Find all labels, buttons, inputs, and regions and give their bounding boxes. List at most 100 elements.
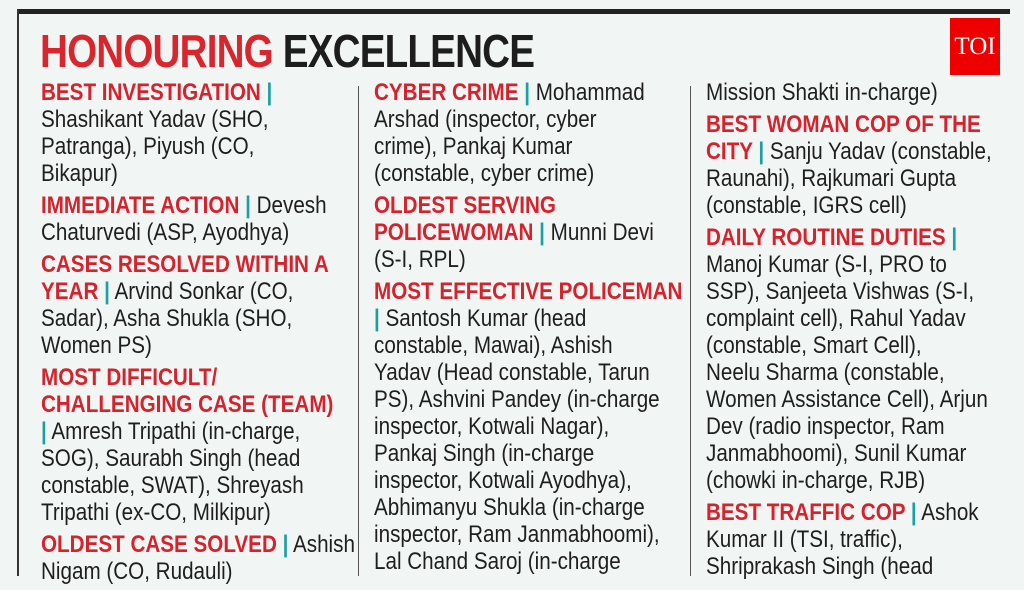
- awardee-text: Patranga), Piyush (CO,: [41, 133, 255, 160]
- awardee-text: SSP), Sanjeeta Vishwas (S-I,: [706, 278, 975, 305]
- award-heading: OLDEST CASE SOLVED: [41, 531, 277, 558]
- text-line: Janmabhoomi), Sunil Kumar: [706, 440, 992, 467]
- text-line: inspector, Kotwali Nagar),: [374, 413, 682, 440]
- awardee-text: Lal Chand Saroj (in-charge: [374, 548, 621, 575]
- awardee-text: Women PS): [41, 332, 152, 359]
- award-heading: CYBER CRIME: [374, 79, 519, 106]
- column-divider: [690, 86, 691, 576]
- column-divider: [358, 86, 359, 576]
- awardee-text: (S-I, RPL): [374, 246, 466, 273]
- text-line: CHALLENGING CASE (TEAM): [41, 391, 355, 418]
- separator-pipe: |: [239, 192, 251, 219]
- award-heading: BEST TRAFFIC COP: [706, 499, 906, 526]
- awardee-text: constable, Mawai), Ashish: [374, 332, 613, 359]
- awardee-text: Tripathi (ex-CO, Milkipur): [41, 499, 271, 526]
- left-rule: [17, 9, 19, 576]
- award-section: DAILY ROUTINE DUTIES | Manoj Kumar (S-I, …: [706, 224, 1024, 494]
- awardee-text: inspector, Kotwali Nagar),: [374, 413, 610, 440]
- awardee-text: constable, SWAT), Shreyash: [41, 472, 304, 499]
- award-heading: MOST DIFFICULT/: [41, 364, 218, 391]
- awardee-text: Pankaj Singh (in-charge: [374, 440, 595, 467]
- awardee-text: (constable, Smart Cell),: [706, 332, 922, 359]
- text-line: Manoj Kumar (S-I, PRO to: [706, 251, 992, 278]
- separator-pipe: |: [41, 418, 47, 445]
- text-line: constable, Mawai), Ashish: [374, 332, 682, 359]
- awardee-text: Dev (radio inspector, Ram: [706, 413, 945, 440]
- text-line: MOST DIFFICULT/: [41, 364, 355, 391]
- award-section: BEST INVESTIGATION | Shashikant Yadav (SH…: [41, 79, 406, 187]
- text-line: complaint cell), Rahul Yadav: [706, 305, 992, 332]
- text-line: constable, SWAT), Shreyash: [41, 472, 355, 499]
- award-section: CASES RESOLVED WITHIN A YEAR | Arvind Son…: [41, 251, 406, 359]
- award-heading: MOST EFFECTIVE POLICEMAN: [374, 278, 683, 305]
- text-line: Shashikant Yadav (SHO,: [41, 106, 355, 133]
- text-line: Sadar), Asha Shukla (SHO,: [41, 305, 355, 332]
- text-line: BEST WOMAN COP OF THE: [706, 111, 992, 138]
- text-line: BEST INVESTIGATION |: [41, 79, 355, 106]
- separator-pipe: |: [276, 531, 289, 558]
- text-line: SOG), Saurabh Singh (head: [41, 445, 355, 472]
- award-heading: BEST INVESTIGATION: [41, 79, 261, 106]
- text-line: OLDEST SERVING: [374, 192, 682, 219]
- award-section: Mission Shakti in-charge): [706, 79, 1024, 106]
- text-line: | Amresh Tripathi (in-charge,: [41, 418, 355, 445]
- awardee-text: Santosh Kumar (head: [379, 305, 587, 332]
- text-line: Patranga), Piyush (CO,: [41, 133, 355, 160]
- text-line: Bikapur): [41, 160, 355, 187]
- awardee-text: Janmabhoomi), Sunil Kumar: [706, 440, 967, 467]
- separator-pipe: |: [945, 224, 958, 251]
- awardee-text: Devesh: [250, 192, 327, 219]
- text-line: (constable, Smart Cell),: [706, 332, 992, 359]
- text-line: CYBER CRIME | Mohammad: [374, 79, 682, 106]
- separator-pipe: |: [260, 79, 273, 106]
- awardee-text: Ashish: [288, 531, 355, 558]
- awardee-text: Munni Devi: [544, 219, 654, 246]
- text-line: Lal Chand Saroj (in-charge: [374, 548, 682, 575]
- awardee-text: Sadar), Asha Shukla (SHO,: [41, 305, 293, 332]
- separator-pipe: |: [374, 305, 380, 332]
- awardee-text: Mission Shakti in-charge): [706, 79, 938, 106]
- text-line: Abhimanyu Shukla (in-charge: [374, 494, 682, 521]
- text-line: MOST EFFECTIVE POLICEMAN: [374, 278, 682, 305]
- award-section: BEST TRAFFIC COP | Ashok Kumar II (TSI, t…: [706, 499, 1024, 580]
- column-1: BEST INVESTIGATION | Shashikant Yadav (SH…: [41, 79, 406, 590]
- awardee-text: crime), Pankaj Kumar: [374, 133, 573, 160]
- award-section: CYBER CRIME | Mohammad Arshad (inspector,…: [374, 79, 733, 187]
- column-3: Mission Shakti in-charge) BEST WOMAN COP …: [706, 79, 1024, 585]
- separator-pipe: |: [533, 219, 545, 246]
- awardee-text: Ashok: [916, 499, 979, 526]
- separator-pipe: |: [905, 499, 917, 526]
- awardee-text: Women Assistance Cell), Arjun: [706, 386, 988, 413]
- text-line: Raunahi), Rajkumari Gupta: [706, 165, 992, 192]
- text-line: Tripathi (ex-CO, Milkipur): [41, 499, 355, 526]
- text-line: Nigam (CO, Rudauli): [41, 558, 355, 585]
- title-black: EXCELLENCE: [282, 25, 535, 77]
- awardee-text: Sanju Yadav (constable,: [764, 138, 992, 165]
- awardee-text: PS), Ashvini Pandey (in-charge: [374, 386, 660, 413]
- text-line: IMMEDIATE ACTION | Devesh: [41, 192, 355, 219]
- text-line: Yadav (Head constable, Tarun: [374, 359, 682, 386]
- text-line: POLICEWOMAN | Munni Devi: [374, 219, 682, 246]
- awardee-text: Abhimanyu Shukla (in-charge: [374, 494, 645, 521]
- text-line: Pankaj Singh (in-charge: [374, 440, 682, 467]
- awardee-text: Neelu Sharma (constable,: [706, 359, 945, 386]
- awardee-text: inspector, Ram Janmabhoomi),: [374, 521, 660, 548]
- text-line: Women PS): [41, 332, 355, 359]
- column-2: CYBER CRIME | Mohammad Arshad (inspector,…: [374, 79, 733, 580]
- award-section: MOST EFFECTIVE POLICEMAN | Santosh Kumar …: [374, 278, 733, 575]
- text-line: Chaturvedi (ASP, Ayodhya): [41, 219, 355, 246]
- text-line: | Santosh Kumar (head: [374, 305, 682, 332]
- awardee-text: Chaturvedi (ASP, Ayodhya): [41, 219, 290, 246]
- award-heading: OLDEST SERVING: [374, 192, 556, 219]
- title-red: HONOURING: [40, 25, 274, 77]
- awardee-text: Raunahi), Rajkumari Gupta: [706, 165, 957, 192]
- separator-pipe: |: [518, 79, 531, 106]
- awardee-text: inspector, Kotwali Ayodhya),: [374, 467, 632, 494]
- awardee-text: SOG), Saurabh Singh (head: [41, 445, 301, 472]
- separator-pipe: |: [98, 278, 110, 305]
- awardee-text: (constable, IGRS cell): [706, 192, 907, 219]
- awardee-text: Arvind Sonkar (CO,: [109, 278, 294, 305]
- separator-pipe: |: [752, 138, 765, 165]
- top-rule: [17, 9, 1010, 14]
- award-section: BEST WOMAN COP OF THE CITY | Sanju Yadav …: [706, 111, 1024, 219]
